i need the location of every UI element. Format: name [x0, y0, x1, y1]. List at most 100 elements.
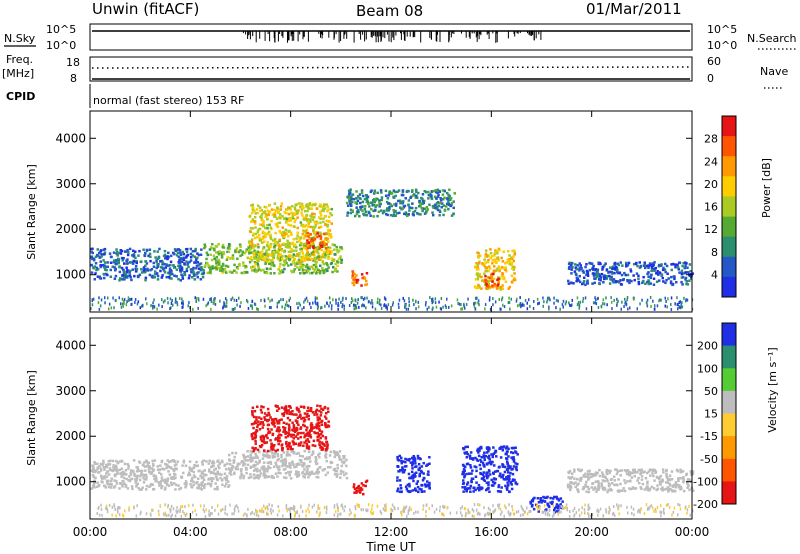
- colorbar-swatch: [722, 116, 736, 137]
- vel-cell: [490, 460, 493, 464]
- power-cell: [310, 252, 314, 255]
- vel-cell: [259, 408, 263, 412]
- power-ground-cell: [652, 299, 654, 303]
- power-ground-cell: [681, 305, 684, 309]
- power-ground-cell: [122, 299, 125, 303]
- power-cell: [336, 270, 339, 273]
- power-cell: [163, 271, 167, 274]
- vel-cell: [478, 463, 482, 467]
- vel-cell: [413, 459, 417, 463]
- power-cell: [239, 249, 242, 252]
- vel-cell: [296, 475, 299, 478]
- vel-cell: [212, 477, 215, 480]
- vel-cell: [321, 408, 325, 411]
- vel-cell: [260, 405, 263, 408]
- vel-cell: [144, 473, 148, 477]
- vel-cell: [309, 436, 313, 439]
- power-cell: [382, 210, 386, 213]
- vel-cell: [646, 480, 649, 484]
- vel-cell: [471, 458, 475, 461]
- vel-cell: [252, 463, 256, 467]
- vel-cell: [406, 458, 409, 461]
- power-cell: [605, 268, 609, 271]
- power-cell: [236, 257, 239, 260]
- vel-cell: [210, 478, 214, 481]
- vel-cell: [251, 459, 254, 462]
- power-cell: [607, 271, 610, 274]
- vel-cell: [405, 487, 409, 491]
- vel-cell: [234, 466, 237, 469]
- power-cell: [511, 249, 514, 253]
- vel-cell: [505, 452, 508, 456]
- power-cell: [300, 211, 303, 214]
- power-cell: [666, 272, 669, 275]
- power-cell: [491, 284, 494, 287]
- vel-cell: [292, 433, 296, 437]
- power-cell: [278, 245, 281, 248]
- vel-cell: [335, 475, 339, 478]
- vel-cell: [320, 420, 323, 424]
- power-cell: [125, 259, 128, 263]
- power-ground-cell: [412, 298, 414, 302]
- power-cell: [316, 256, 319, 259]
- vel-cell: [284, 457, 287, 461]
- power-ground-cell: [260, 298, 262, 302]
- power-cell: [582, 280, 586, 283]
- power-ground-cell: [288, 298, 290, 302]
- vel-cell: [194, 475, 197, 479]
- vel-cell: [472, 486, 475, 489]
- power-cell: [263, 240, 266, 243]
- power-cell: [189, 256, 193, 259]
- power-ground-cell: [338, 297, 340, 301]
- vel-cell: [140, 469, 144, 473]
- power-cell: [326, 263, 329, 267]
- power-cell: [430, 194, 433, 197]
- power-cell: [418, 205, 421, 208]
- vel-cell: [503, 470, 507, 474]
- vel-cell: [246, 459, 250, 462]
- power-cell: [220, 265, 223, 268]
- vel-cell: [252, 456, 255, 460]
- power-cell: [610, 275, 613, 279]
- power-cell: [387, 209, 390, 212]
- power-ground-cell: [478, 303, 480, 307]
- power-cell: [173, 252, 176, 256]
- power-ground-cell: [595, 298, 597, 302]
- power-cell: [274, 215, 277, 218]
- power-cell: [252, 253, 256, 257]
- power-ground-cell: [465, 303, 468, 306]
- power-cell: [308, 203, 311, 206]
- vel-cell: [285, 464, 288, 468]
- power-cell: [212, 254, 216, 257]
- power-ground-cell: [110, 306, 113, 310]
- power-cell: [264, 226, 267, 230]
- power-cell: [276, 221, 280, 225]
- power-cell: [286, 217, 290, 220]
- vel-cell: [146, 462, 150, 465]
- power-cell: [265, 258, 268, 261]
- vel-cell: [339, 458, 343, 461]
- power-cell: [652, 267, 656, 271]
- vel-cell: [569, 488, 572, 492]
- power-cell: [326, 225, 329, 228]
- vel-cell: [420, 465, 424, 468]
- power-cell: [622, 278, 625, 281]
- power-ground-cell: [249, 304, 252, 308]
- power-cell: [340, 246, 343, 249]
- vel-cell: [118, 487, 121, 490]
- power-ground-cell: [403, 299, 406, 303]
- power-cell: [255, 252, 258, 256]
- power-cell: [283, 235, 286, 239]
- power-cell: [130, 278, 133, 282]
- power-ground-cell: [646, 304, 649, 308]
- power-ground-cell: [320, 306, 322, 310]
- power-cell: [253, 220, 257, 223]
- vel-cell: [396, 455, 399, 459]
- vel-cell: [290, 433, 294, 437]
- vel-cell: [475, 458, 479, 461]
- vel-cell: [339, 472, 342, 475]
- power-cell: [226, 265, 230, 268]
- power-cell: [380, 191, 383, 194]
- power-cell: [114, 274, 118, 278]
- vel-cell: [182, 461, 185, 464]
